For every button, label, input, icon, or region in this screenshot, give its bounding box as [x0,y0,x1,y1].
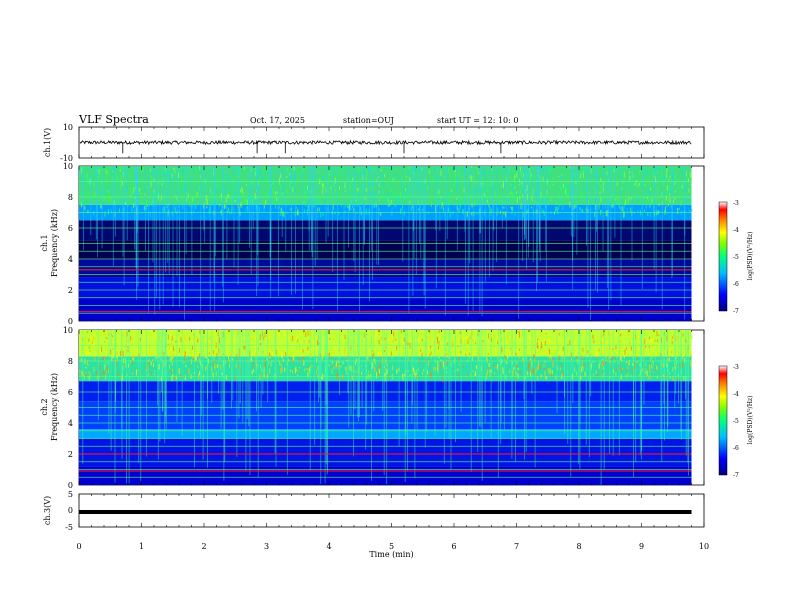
xtick-label-2: 2 [201,542,206,551]
xtick-label-4: 4 [326,542,331,551]
xtick-label-5: 5 [389,542,394,551]
xtick-label-10: 10 [699,542,709,551]
ch1-spec-ytick-6: 6 [68,224,73,233]
ch1-spectrogram-panel: 0 2 4 6 8 10 ch.1 Frequency (kHz) [40,162,705,326]
start-time-label: start UT = 12: 10: 0 [437,116,518,125]
ch2-spec-ytick-10: 10 [63,326,73,335]
ch1-spec-ytick-4: 4 [68,255,73,264]
ch2-spec-ylabel-channel: ch.2 [40,398,49,415]
spec2-band-4 [79,381,692,402]
spec2-band-1 [79,438,692,467]
spec1-band-4 [79,220,692,241]
colorbar-ch1-tick-m4: -4 [733,227,739,234]
time-axis-label: Time (min) [369,550,413,559]
colorbar-ch1-tick-m3: -3 [733,200,739,207]
ch1-spectrogram-image [79,166,693,321]
colorbar-ch2-tick-m5: -5 [733,418,739,425]
ch1-spec-ylabel-frequency: Frequency (kHz) [50,209,59,277]
spec2-band-2 [79,429,692,439]
ch2-spec-ytick-8: 8 [68,357,73,366]
colorbar-ch1-tick-m7: -7 [733,308,739,315]
colorbar-ch1-label: log(PSD)(V²/Hz) [747,232,754,281]
ch1-waveform-ytick-top: 10 [63,123,73,132]
ch2-spec-ytick-0: 0 [68,481,73,490]
ch1-spec-ytick-2: 2 [68,286,73,295]
ch1-waveform-ytick-bottom: -10 [60,154,73,163]
ch2-spec-ytick-2: 2 [68,450,73,459]
xtick-label-1: 1 [139,542,144,551]
ch3-waveform-ylabel: ch.3(V) [43,496,52,525]
station-label: station=OUJ [343,116,394,125]
ch2-spec-ytick-6: 6 [68,388,73,397]
xtick-label-8: 8 [576,542,581,551]
ch1-spec-ytick-10: 10 [63,162,73,171]
colorbar-ch1-tick-m5: -5 [733,254,739,261]
colorbar-ch1-gradient [718,201,728,312]
ch2-spec-ylabel-frequency: Frequency (kHz) [50,373,59,441]
colorbar-ch2-tick-m3: -3 [733,364,739,371]
colorbar-ch2-gradient [718,365,728,476]
colorbar-ch2-tick-m4: -4 [733,391,739,398]
figure-title: VLF Spectra [78,113,149,126]
date-label: Oct. 17, 2025 [250,116,305,125]
ch2-spec-ytick-4: 4 [68,419,73,428]
ch3-waveform-panel: 5 0 -5 ch.3(V) [43,490,705,532]
ch1-spec-ytick-8: 8 [68,193,73,202]
colorbar-ch1-tick-m6: -6 [733,281,739,288]
colorbar-ch1: -3 -4 -5 -6 -7 log(PSD)(V²/Hz) [718,200,754,315]
ch1-waveform-trace [79,139,692,154]
ch3-waveform-ytick-bottom: -5 [65,523,73,532]
xtick-label-9: 9 [639,542,644,551]
colorbar-ch2-label: log(PSD)(V²/Hz) [747,396,754,445]
time-axis-tick-labels: 0 1 2 3 4 5 6 7 8 9 10 [76,542,709,551]
spec1-band-1 [79,277,692,298]
ch2-spectrogram-image [79,330,693,485]
time-axis-ticks [78,127,705,527]
xtick-label-7: 7 [514,542,519,551]
ch1-spec-ytick-0: 0 [68,317,73,326]
spec1-band-3 [79,240,692,259]
colorbar-ch2-tick-m7: -7 [733,472,739,479]
ch2-spectrogram-panel: 0 2 4 6 8 10 ch.2 Frequency (kHz) [40,326,705,490]
ch1-waveform-ylabel: ch.1(V) [43,128,52,157]
spec1-band-0 [79,297,692,321]
ch1-spec-ylabel-channel: ch.1 [40,234,49,251]
ch3-waveform-ytick-mid: 0 [68,506,73,515]
spec1-band-6 [79,166,692,205]
spec1-band-2 [79,259,692,278]
xtick-label-3: 3 [264,542,269,551]
colorbar-ch2: -3 -4 -5 -6 -7 log(PSD)(V²/Hz) [718,364,754,479]
ch1-waveform-panel: 10 -10 ch.1(V) [43,123,705,163]
xtick-label-6: 6 [451,542,456,551]
xtick-label-0: 0 [76,542,81,551]
ch3-waveform-ytick-top: 5 [68,490,73,499]
colorbar-ch2-tick-m6: -6 [733,445,739,452]
